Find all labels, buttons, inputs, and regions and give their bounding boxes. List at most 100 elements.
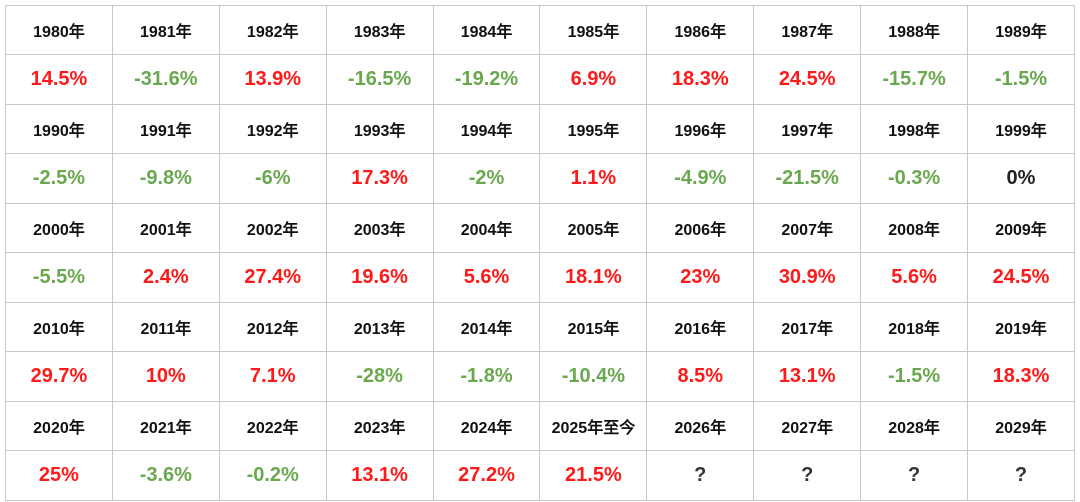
year-cell: 2004年: [432, 203, 541, 253]
year-cell: 2003年: [325, 203, 434, 253]
year-cell: 2021年: [111, 401, 220, 451]
return-row: 29.7% 10% 7.1% -28% -1.8% -10.4% 8.5% 13.1% -1.5…: [5, 351, 1075, 402]
year-cell: 2017年: [753, 302, 862, 352]
return-cell: 19.6%: [325, 252, 434, 303]
return-cell: -16.5%: [325, 54, 434, 105]
year-cell: 2015年: [539, 302, 648, 352]
return-cell: -0.2%: [218, 450, 327, 501]
return-cell: -21.5%: [753, 153, 862, 204]
year-cell: 2016年: [646, 302, 755, 352]
return-row: -5.5% 2.4% 27.4% 19.6% 5.6% 18.1% 23% 30.9% 5.6%…: [5, 252, 1075, 303]
year-cell: 2027年: [753, 401, 862, 451]
year-cell: 2029年: [967, 401, 1075, 451]
return-cell: 8.5%: [646, 351, 755, 402]
return-cell: ?: [646, 450, 755, 501]
return-cell: 13.1%: [325, 450, 434, 501]
return-cell: ?: [860, 450, 969, 501]
return-cell: -31.6%: [111, 54, 220, 105]
year-cell: 1994年: [432, 104, 541, 154]
return-cell: 23%: [646, 252, 755, 303]
year-row: 2010年 2011年 2012年 2013年 2014年 2015年 2016年 2017年…: [5, 302, 1075, 352]
return-cell: 13.9%: [218, 54, 327, 105]
year-row: 1990年 1991年 1992年 1993年 1994年 1995年 1996年 1997年…: [5, 104, 1075, 154]
return-cell: 13.1%: [753, 351, 862, 402]
return-cell: ?: [967, 450, 1075, 501]
year-cell: 2018年: [860, 302, 969, 352]
return-cell: 25%: [5, 450, 113, 501]
year-cell: 1987年: [753, 5, 862, 55]
year-cell: 1995年: [539, 104, 648, 154]
year-cell: 2023年: [325, 401, 434, 451]
return-cell: -4.9%: [646, 153, 755, 204]
return-cell: 18.1%: [539, 252, 648, 303]
year-cell: 1993年: [325, 104, 434, 154]
year-cell: 1981年: [111, 5, 220, 55]
return-cell: -1.8%: [432, 351, 541, 402]
return-cell: 5.6%: [860, 252, 969, 303]
year-cell: 1996年: [646, 104, 755, 154]
year-cell: 2022年: [218, 401, 327, 451]
return-cell: 29.7%: [5, 351, 113, 402]
return-cell: -6%: [218, 153, 327, 204]
return-cell: -9.8%: [111, 153, 220, 204]
return-cell: -1.5%: [967, 54, 1075, 105]
return-cell: -28%: [325, 351, 434, 402]
year-cell: 1980年: [5, 5, 113, 55]
year-cell: 2002年: [218, 203, 327, 253]
return-cell: -19.2%: [432, 54, 541, 105]
return-cell: -15.7%: [860, 54, 969, 105]
return-cell: 27.2%: [432, 450, 541, 501]
year-cell: 2024年: [432, 401, 541, 451]
return-cell: 6.9%: [539, 54, 648, 105]
return-cell: -10.4%: [539, 351, 648, 402]
return-cell: 18.3%: [967, 351, 1075, 402]
year-cell: 1982年: [218, 5, 327, 55]
annual-returns-table: 1980年 1981年 1982年 1983年 1984年 1985年 1986年 1987年…: [5, 5, 1075, 501]
return-cell: 21.5%: [539, 450, 648, 501]
year-cell: 1990年: [5, 104, 113, 154]
year-cell: 1989年: [967, 5, 1075, 55]
return-cell: -2%: [432, 153, 541, 204]
return-cell: -0.3%: [860, 153, 969, 204]
return-cell: -1.5%: [860, 351, 969, 402]
return-cell: 10%: [111, 351, 220, 402]
return-cell: 2.4%: [111, 252, 220, 303]
year-cell: 2019年: [967, 302, 1075, 352]
year-row: 2000年 2001年 2002年 2003年 2004年 2005年 2006年 2007年…: [5, 203, 1075, 253]
year-cell: 1998年: [860, 104, 969, 154]
year-cell: 1983年: [325, 5, 434, 55]
year-cell: 2026年: [646, 401, 755, 451]
return-cell: 5.6%: [432, 252, 541, 303]
year-cell: 2020年: [5, 401, 113, 451]
year-cell: 1985年: [539, 5, 648, 55]
year-cell: 1992年: [218, 104, 327, 154]
return-row: 14.5% -31.6% 13.9% -16.5% -19.2% 6.9% 18.3% 24.…: [5, 54, 1075, 105]
return-cell: ?: [753, 450, 862, 501]
year-cell: 1986年: [646, 5, 755, 55]
return-cell: -2.5%: [5, 153, 113, 204]
year-cell: 1999年: [967, 104, 1075, 154]
return-row: 25% -3.6% -0.2% 13.1% 27.2% 21.5%????: [5, 450, 1075, 501]
annual-returns-body: 1980年 1981年 1982年 1983年 1984年 1985年 1986年 1987年…: [5, 5, 1075, 501]
return-cell: 14.5%: [5, 54, 113, 105]
year-cell: 2013年: [325, 302, 434, 352]
year-row: 1980年 1981年 1982年 1983年 1984年 1985年 1986年 1987年…: [5, 5, 1075, 55]
year-cell: 2028年: [860, 401, 969, 451]
year-cell: 2009年: [967, 203, 1075, 253]
return-cell: -5.5%: [5, 252, 113, 303]
year-cell: 2006年: [646, 203, 755, 253]
return-cell: 27.4%: [218, 252, 327, 303]
year-cell: 2001年: [111, 203, 220, 253]
return-cell: 7.1%: [218, 351, 327, 402]
return-cell: 24.5%: [967, 252, 1075, 303]
year-cell: 1991年: [111, 104, 220, 154]
year-cell: 2012年: [218, 302, 327, 352]
return-cell: 17.3%: [325, 153, 434, 204]
return-cell: -3.6%: [111, 450, 220, 501]
year-row: 2020年 2021年 2022年 2023年 2024年 2025年至今 2026年 202…: [5, 401, 1075, 451]
year-cell: 1997年: [753, 104, 862, 154]
year-cell: 2008年: [860, 203, 969, 253]
return-cell: 18.3%: [646, 54, 755, 105]
return-cell: 24.5%: [753, 54, 862, 105]
year-cell: 2014年: [432, 302, 541, 352]
